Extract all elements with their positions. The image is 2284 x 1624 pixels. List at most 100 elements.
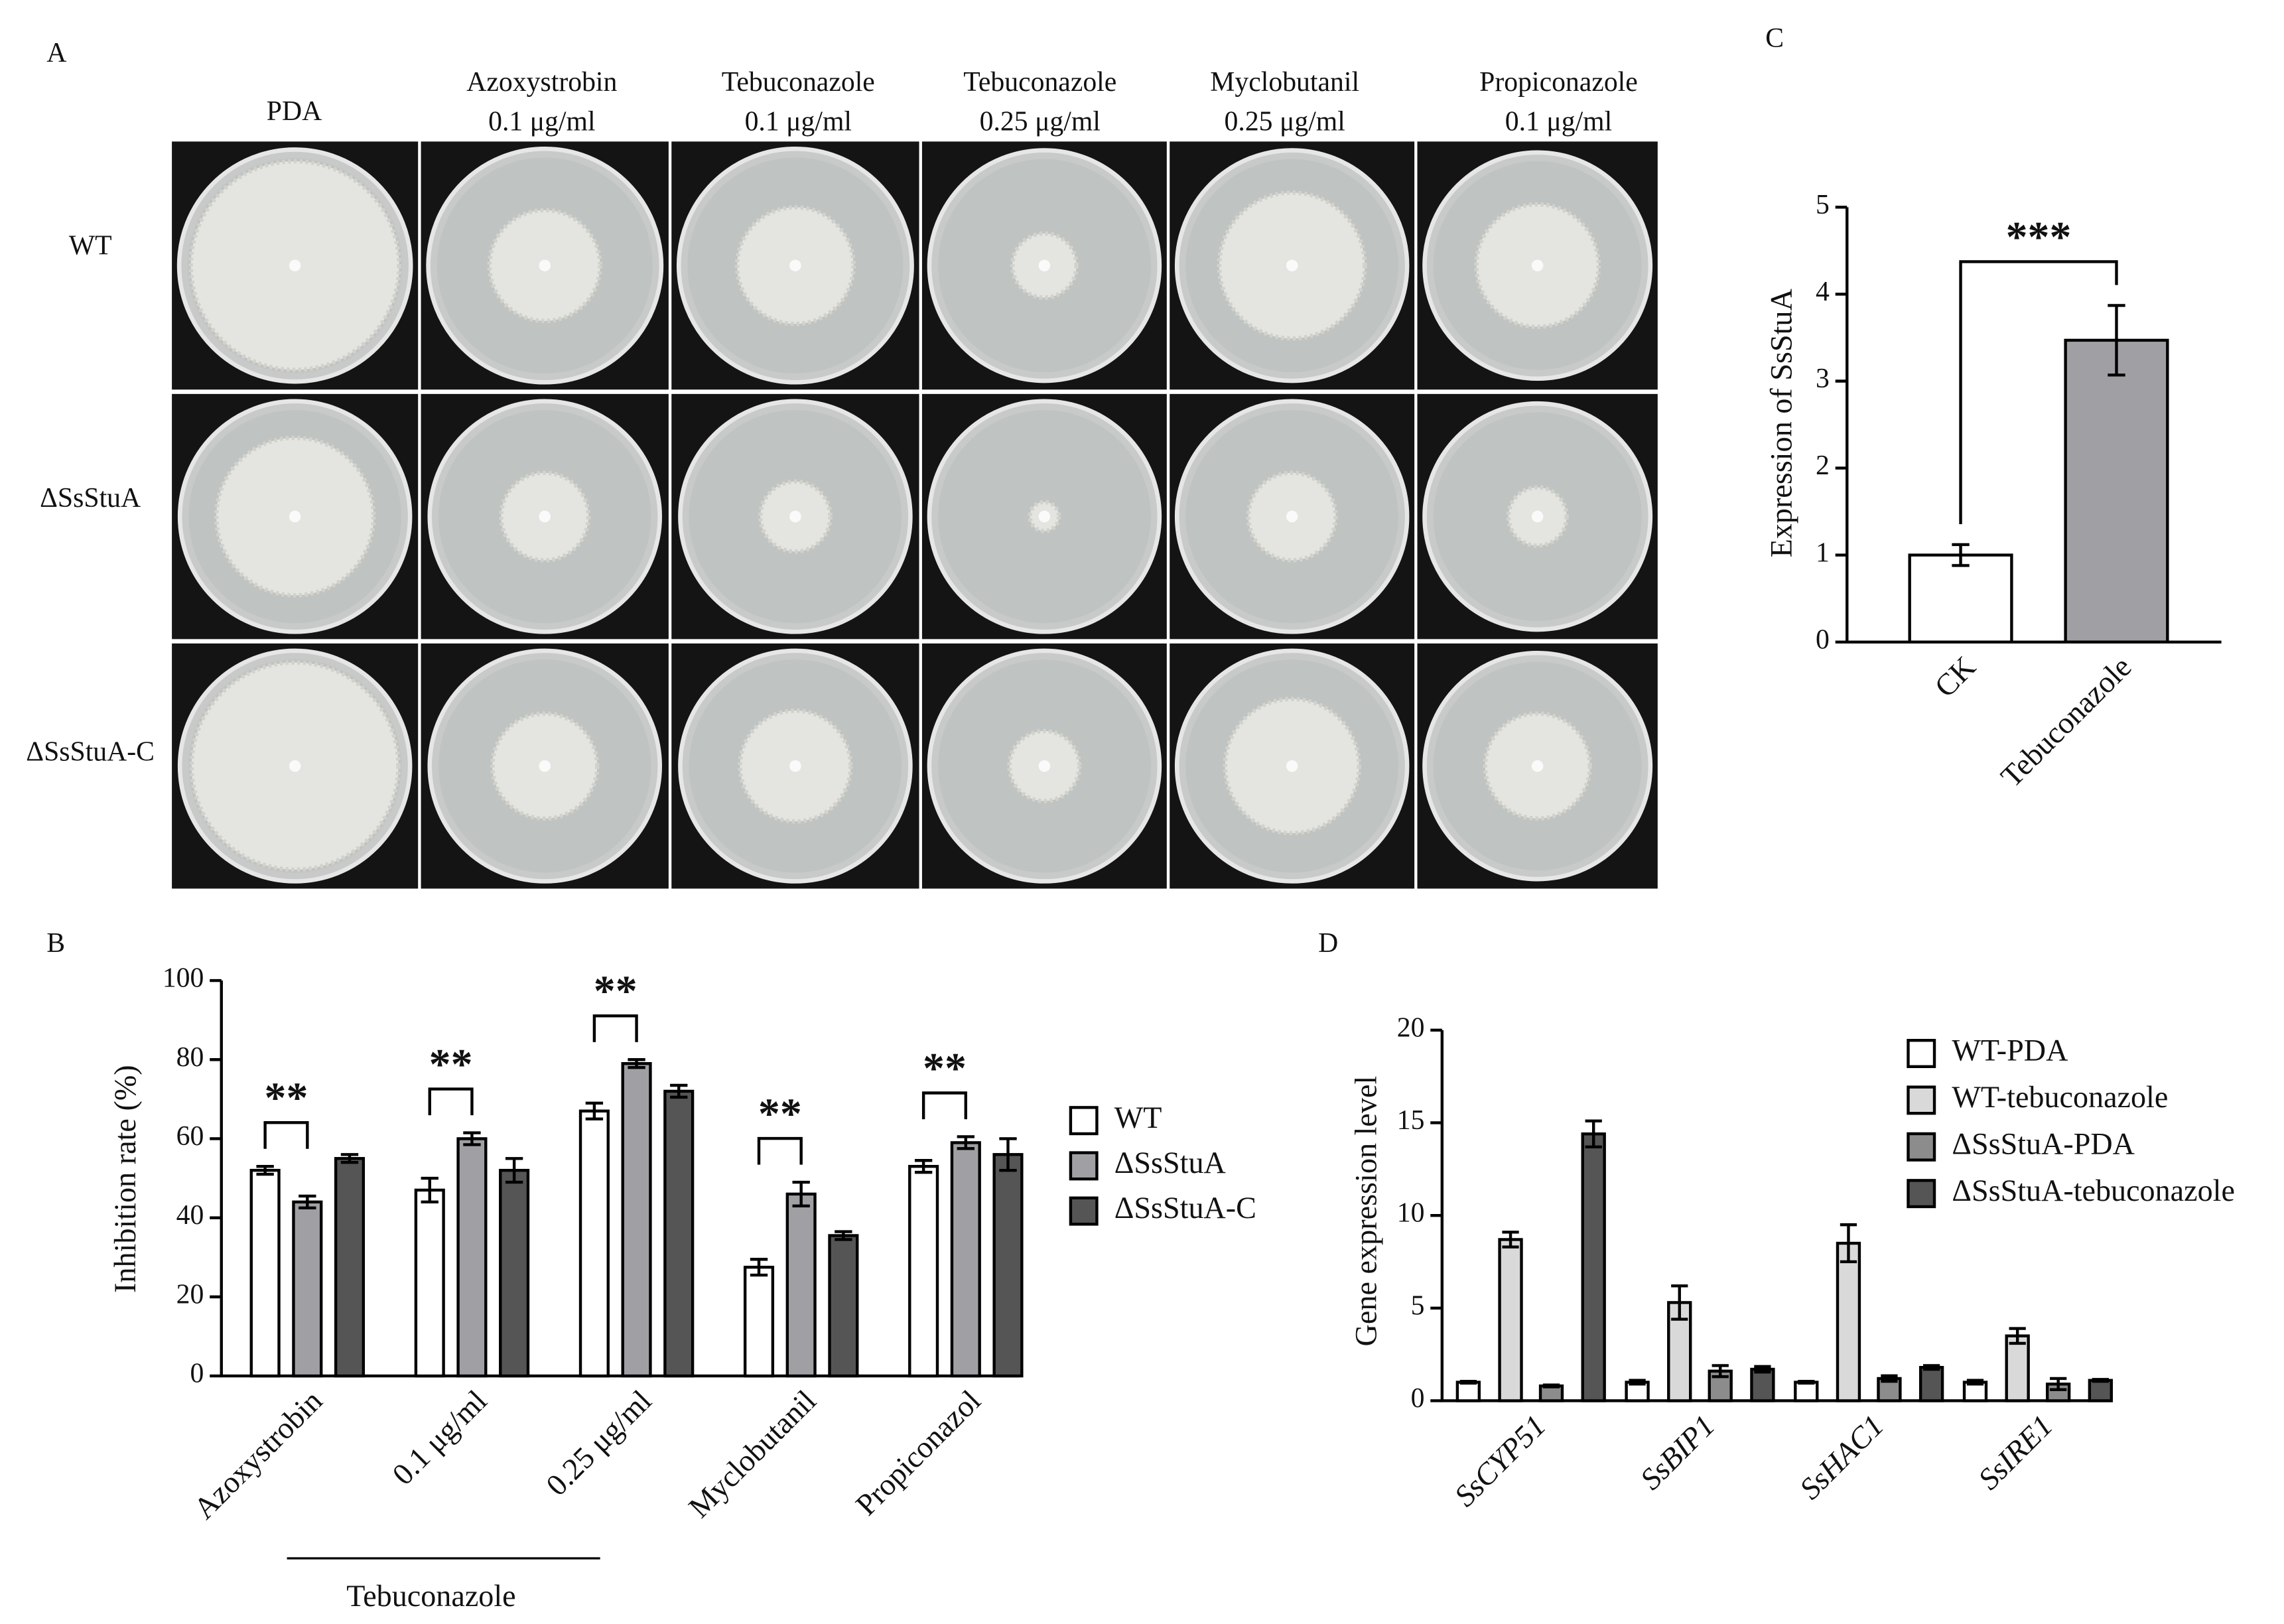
inoculum [289, 259, 301, 272]
inoculum [539, 259, 551, 272]
y-tick-label: 2 [1816, 450, 1830, 481]
error-bar [2092, 1378, 2109, 1383]
x-tick-label: 0.25 μg/ml [539, 1384, 657, 1503]
error-bar [750, 1258, 768, 1277]
panel-label: B [46, 928, 65, 959]
column-header: 0.25 μg/ml [980, 107, 1101, 137]
error-bar [1629, 1379, 1646, 1386]
inoculum [1286, 510, 1298, 523]
significance-bracket [592, 1014, 638, 1042]
legend-swatch [1069, 1196, 1099, 1226]
row-label: ΔSsStuA [40, 483, 141, 513]
bar [2005, 1334, 2030, 1402]
legend-label: ΔSsStuA-tebuconazole [1952, 1174, 2235, 1207]
y-tick-label: 0 [1411, 1383, 1425, 1414]
error-bar [1798, 1379, 1815, 1385]
bar [1581, 1132, 1606, 1402]
panel-label: A [46, 38, 66, 68]
bar [663, 1089, 695, 1378]
bar [828, 1234, 859, 1378]
error-bar [1671, 1284, 1688, 1321]
error-bar [1881, 1374, 1898, 1383]
significance-label: ** [594, 967, 638, 1016]
error-bar [421, 1176, 438, 1204]
inoculum [1531, 760, 1544, 772]
column-header: Azoxystrobin [466, 67, 617, 98]
inoculum [789, 259, 801, 272]
error-bar [835, 1230, 852, 1241]
error-bar [1754, 1365, 1771, 1374]
row-label: WT [69, 230, 112, 261]
bar [1908, 553, 2013, 643]
x-tick-label: Azoxystrobin [187, 1384, 329, 1526]
y-tick-label: 4 [1816, 277, 1830, 307]
panel-label: D [1318, 928, 1338, 959]
y-tick-label: 80 [176, 1042, 204, 1073]
error-bar [2050, 1377, 2067, 1391]
inoculum [1286, 259, 1298, 272]
panel-label: C [1765, 23, 1784, 54]
y-tick-label: 3 [1816, 364, 1830, 394]
error-bar [463, 1131, 481, 1146]
legend-swatch [1069, 1106, 1099, 1136]
y-tick-label: 20 [1397, 1012, 1425, 1043]
column-header: Tebuconazole [722, 67, 875, 98]
y-axis-label: Inhibition rate (%) [108, 1065, 142, 1293]
error-bar [1502, 1231, 1519, 1249]
y-tick-label: 15 [1397, 1105, 1425, 1136]
bar [456, 1137, 488, 1378]
bar [785, 1192, 817, 1378]
bar [1918, 1366, 1944, 1402]
error-bar [1459, 1379, 1477, 1385]
bar [743, 1265, 775, 1378]
group-label: Tebuconazole [346, 1579, 515, 1613]
inoculum [1286, 760, 1298, 772]
bar [292, 1200, 323, 1378]
error-bar [505, 1157, 523, 1184]
inoculum [1531, 259, 1544, 272]
x-tick-label: 0.1 μg/ml [385, 1384, 493, 1491]
x-tick-label: Myclobutanil [682, 1384, 823, 1524]
column-header: 0.1 μg/ml [1505, 107, 1612, 137]
bar [249, 1168, 281, 1378]
significance-bracket [921, 1091, 968, 1120]
error-bar [299, 1194, 316, 1209]
inoculum [1038, 760, 1051, 772]
y-axis-label: Gene expression level [1349, 1076, 1383, 1347]
x-tick-label: SsIRE1 [1972, 1408, 2059, 1496]
error-bar [1712, 1364, 1729, 1379]
bar [1455, 1381, 1481, 1402]
error-bar [1585, 1119, 1602, 1148]
error-bar [585, 1101, 604, 1120]
y-tick-label: 5 [1411, 1290, 1425, 1321]
error-bar [628, 1058, 645, 1069]
inoculum [539, 510, 551, 523]
error-bar [1952, 543, 1970, 567]
legend-label: ΔSsStuA-PDA [1952, 1126, 2135, 1160]
legend-label: WT-tebuconazole [1952, 1080, 2168, 1114]
significance-label: ** [265, 1073, 308, 1122]
significance-label: *** [2006, 213, 2072, 261]
bar [621, 1062, 652, 1378]
y-tick-label: 0 [190, 1359, 204, 1389]
significance-bracket [1959, 260, 2118, 525]
bar [414, 1188, 445, 1378]
column-header: 0.1 μg/ml [745, 107, 852, 137]
error-bar [670, 1083, 688, 1099]
legend-label: WT [1114, 1101, 1162, 1134]
x-tick-label: SsCYP51 [1447, 1408, 1552, 1513]
error-bar [256, 1164, 274, 1176]
bar [992, 1153, 1024, 1378]
bar [1498, 1238, 1523, 1402]
x-tick-label: Propiconazol [849, 1384, 987, 1522]
column-header: Myclobutanil [1210, 67, 1359, 98]
bar [1794, 1381, 1819, 1402]
column-header: PDA [267, 96, 322, 127]
error-bar [340, 1153, 359, 1164]
column-header: 0.25 μg/ml [1225, 107, 1345, 137]
error-bar [914, 1159, 933, 1174]
inoculum [1531, 510, 1544, 523]
legend-label: ΔSsStuA-C [1114, 1191, 1256, 1225]
